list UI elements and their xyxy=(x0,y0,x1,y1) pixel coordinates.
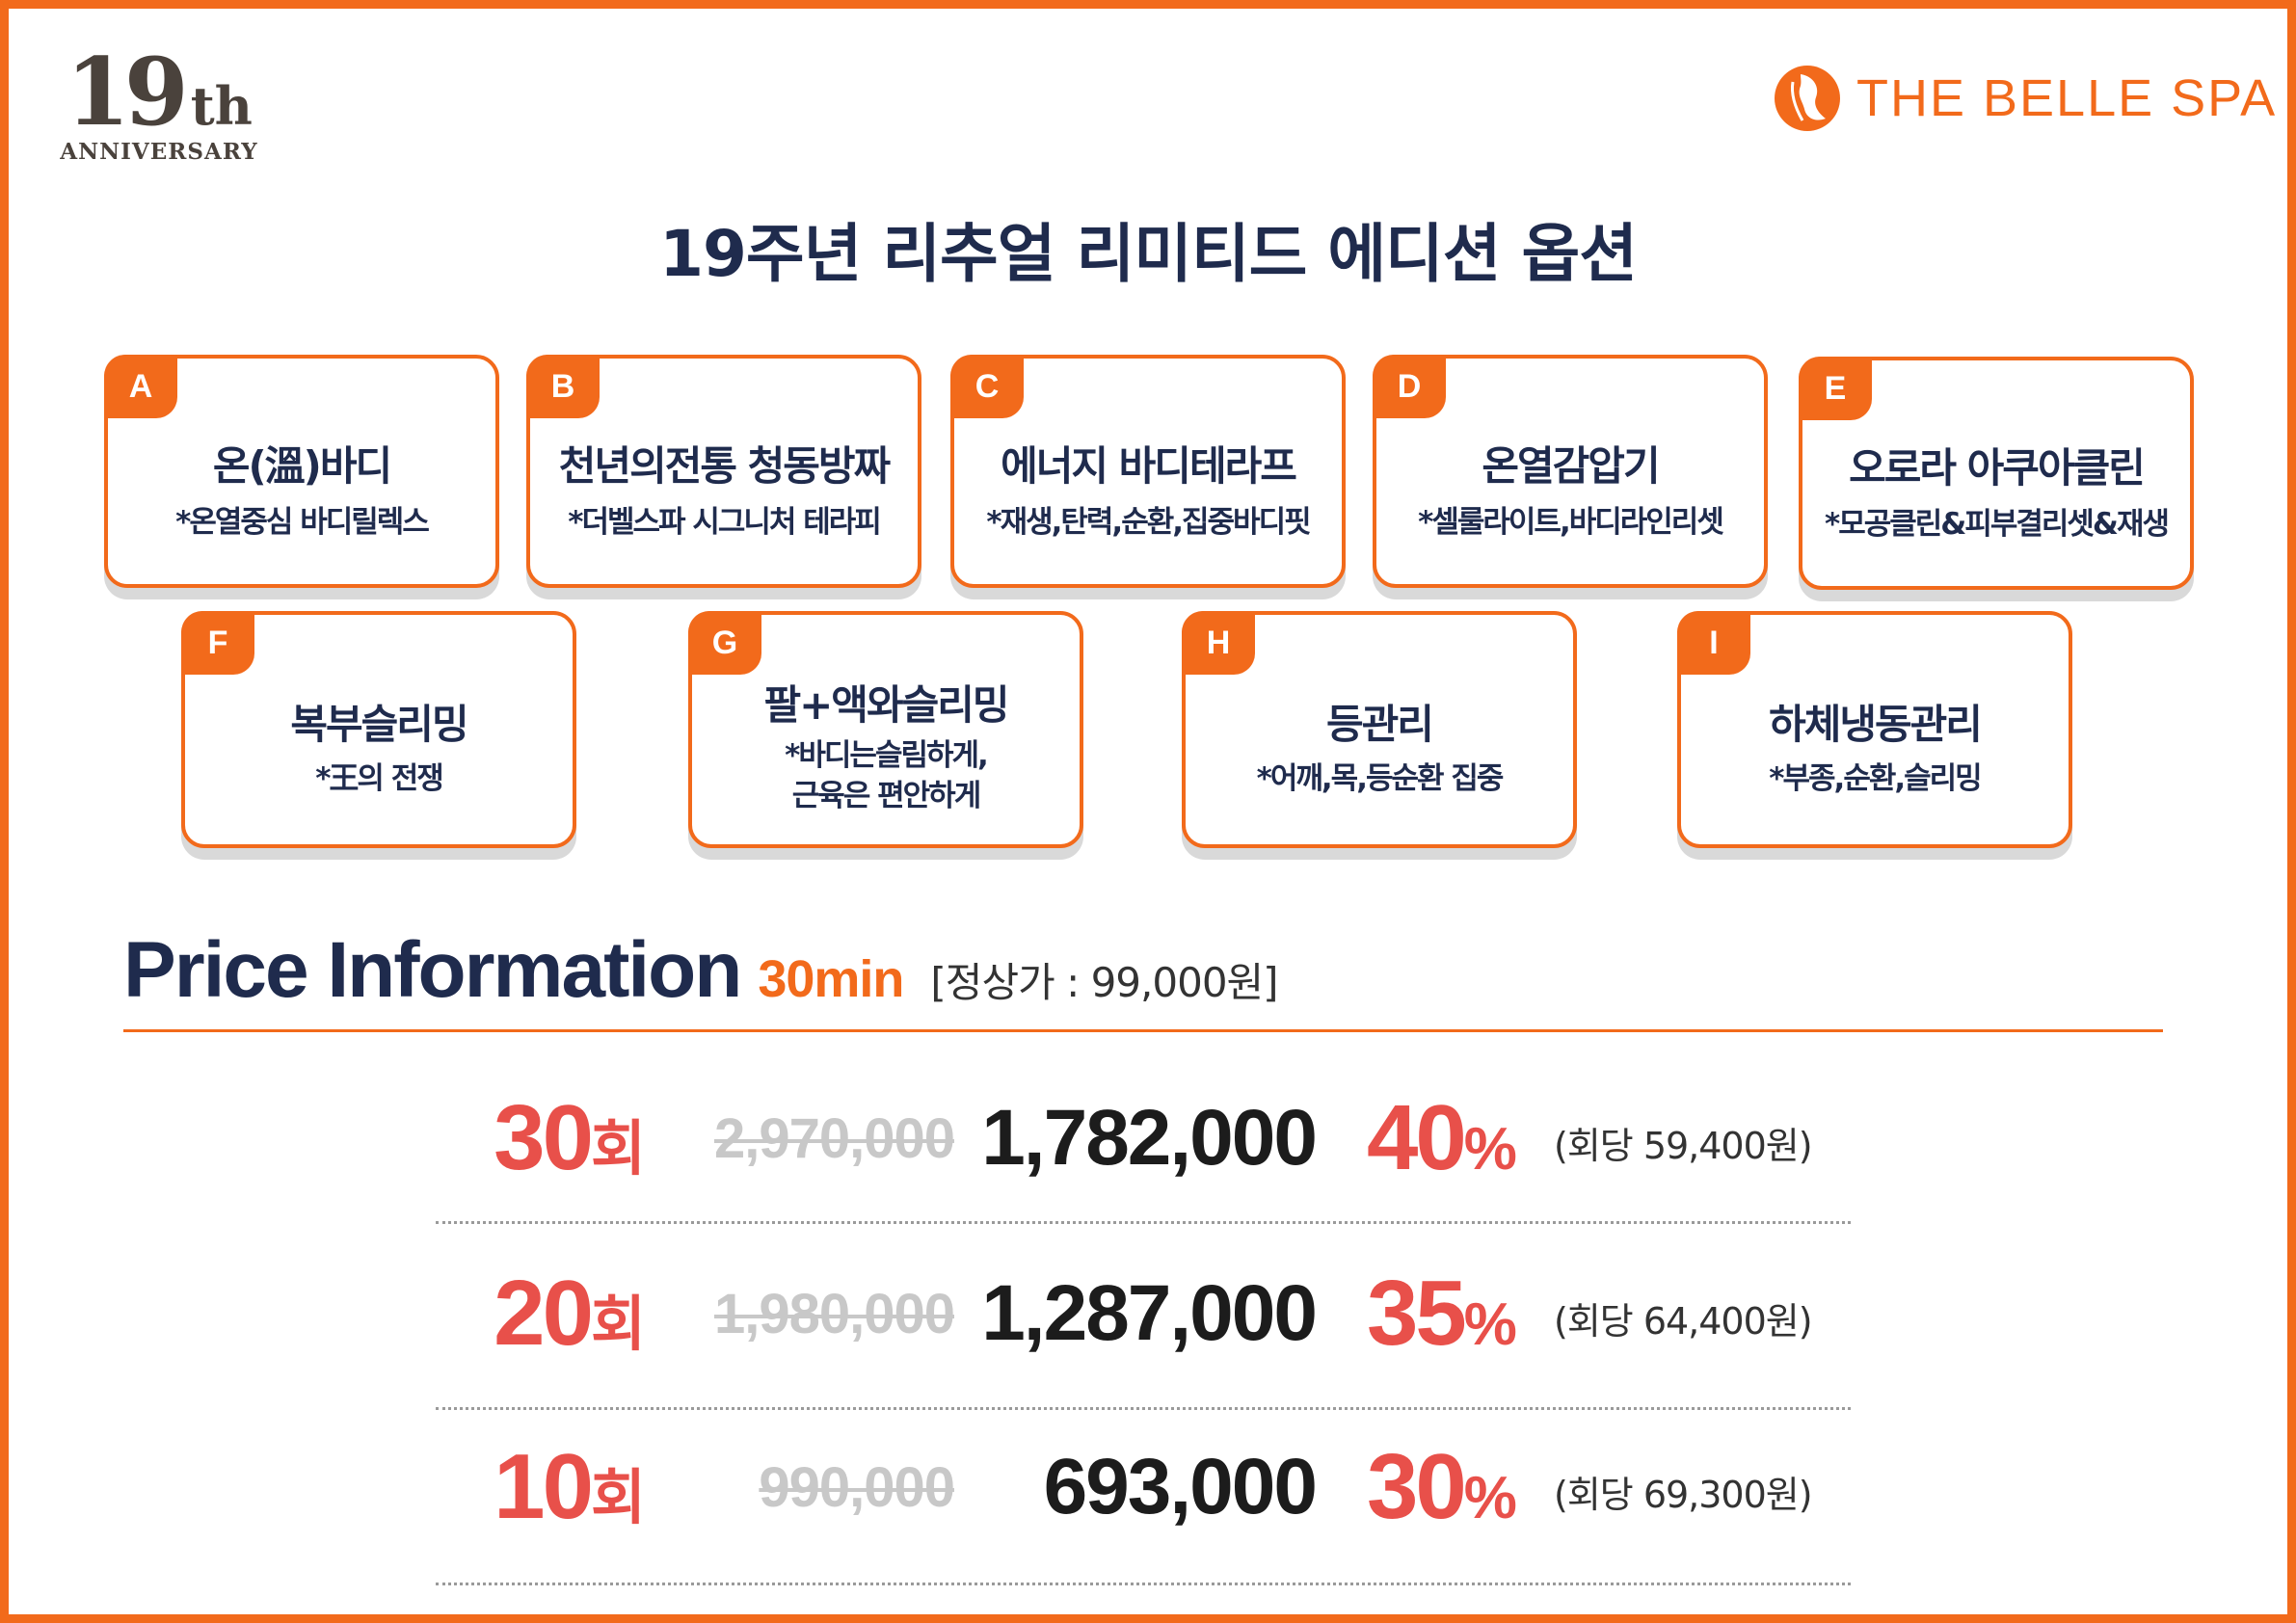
option-desc: *모공클린&피부결리셋&재생 xyxy=(1825,507,2170,542)
option-title: 복부슬리밍 xyxy=(290,701,468,748)
price-duration: 30min xyxy=(758,950,904,1008)
option-desc: *재생,탄력,순환,집중바디핏 xyxy=(986,505,1311,540)
option-title: 오로라 아쿠아클린 xyxy=(1849,444,2146,492)
anniversary-number: 19 xyxy=(66,38,189,146)
price-heading: Price Information xyxy=(123,926,742,1014)
sale-price: 1,782,000 xyxy=(981,1094,1318,1182)
option-badge: E xyxy=(1799,357,1872,420)
option-desc: *부종,순환,슬리밍 xyxy=(1769,761,1982,796)
per-session-price: (회당 69,300원) xyxy=(1554,1474,1813,1516)
option-badge: C xyxy=(950,355,1024,418)
option-title: 천년의전통 청동방짜 xyxy=(558,442,891,490)
option-card-c: C 에너지 바디테라프 *재생,탄력,순환,집중바디핏 xyxy=(950,355,1346,588)
option-card-e: E 오로라 아쿠아클린 *모공클린&피부결리셋&재생 xyxy=(1799,357,2194,590)
belle-spa-logo-icon xyxy=(1775,66,1840,131)
dotted-divider xyxy=(436,1407,1851,1410)
option-card-h: H 등관리 *어깨,목,등순환 집중 xyxy=(1182,611,1577,848)
option-desc-line: *바디는슬림하게, xyxy=(785,738,989,773)
option-card-b: B 천년의전통 청동방짜 *더벨스파 시그니처 테라피 xyxy=(526,355,921,588)
price-row: 20회 1,980,000 1,287,000 35% (회당 64,400원) xyxy=(0,1261,2296,1376)
dotted-divider xyxy=(436,1221,1851,1224)
option-card-g: G 팔+액와슬리밍 *바디는슬림하게, 근육은 편안하게 xyxy=(688,611,1083,848)
original-price: 1,980,000 xyxy=(713,1283,955,1345)
original-price: 2,970,000 xyxy=(713,1107,955,1170)
option-desc-line: 근육은 편안하게 xyxy=(791,779,981,813)
option-badge: H xyxy=(1182,611,1255,675)
anniversary-label: ANNIVERSARY xyxy=(60,139,258,165)
option-title: 온(溫)바디 xyxy=(212,442,392,490)
original-price: 990,000 xyxy=(759,1456,955,1519)
per-session-price: (회당 59,400원) xyxy=(1554,1125,1813,1167)
brand-logo: THE BELLE SPA xyxy=(1772,60,2277,137)
option-title: 온열감압기 xyxy=(1482,442,1660,490)
dotted-divider xyxy=(436,1583,1851,1585)
option-title: 에너지 바디테라프 xyxy=(1001,442,1297,490)
divider xyxy=(123,1029,2163,1032)
anniversary-suffix: th xyxy=(190,75,253,137)
discount-rate: 40% xyxy=(1367,1086,1517,1189)
session-count: 10회 xyxy=(494,1435,646,1538)
price-row: 10회 990,000 693,000 30% (회당 69,300원) xyxy=(0,1434,2296,1550)
brand-name: THE BELLE SPA xyxy=(1856,69,2278,127)
option-card-a: A 온(溫)바디 *온열중심 바디릴렉스 xyxy=(104,355,499,588)
option-desc: *더벨스파 시그니처 테라피 xyxy=(568,505,882,540)
option-title: 등관리 xyxy=(1326,701,1434,748)
price-row: 30회 2,970,000 1,782,000 40% (회당 59,400원) xyxy=(0,1085,2296,1201)
session-count: 20회 xyxy=(494,1262,646,1365)
option-card-i: I 하체냉동관리 *부종,순환,슬리밍 xyxy=(1677,611,2072,848)
session-count: 30회 xyxy=(494,1086,646,1189)
option-badge: A xyxy=(104,355,177,418)
option-title: 하체냉동관리 xyxy=(1769,701,1983,748)
option-title: 팔+액와슬리밍 xyxy=(763,681,1009,729)
sale-price: 693,000 xyxy=(1043,1443,1318,1530)
option-badge: I xyxy=(1677,611,1750,675)
option-badge: D xyxy=(1373,355,1446,418)
regular-price: [정상가 : 99,000원] xyxy=(930,959,1278,1006)
option-desc: *셀룰라이트,바디라인리셋 xyxy=(1418,505,1724,540)
option-desc: *바디는슬림하게, 근육은 편안하게 xyxy=(692,735,1080,816)
option-badge: B xyxy=(526,355,600,418)
option-badge: G xyxy=(688,611,761,675)
option-card-d: D 온열감압기 *셀룰라이트,바디라인리셋 xyxy=(1373,355,1768,588)
page-title: 19주년 리추얼 리미티드 에디션 옵션 xyxy=(659,217,1638,291)
per-session-price: (회당 64,400원) xyxy=(1554,1300,1813,1343)
discount-rate: 30% xyxy=(1367,1435,1517,1538)
sale-price: 1,287,000 xyxy=(981,1269,1318,1357)
option-card-f: F 복부슬리밍 *王의 전쟁 xyxy=(181,611,576,848)
discount-rate: 35% xyxy=(1367,1262,1517,1365)
price-header: Price Information 30min [정상가 : 99,000원] xyxy=(123,925,1279,1022)
option-desc: *온열중심 바디릴렉스 xyxy=(175,505,430,540)
option-desc: *王의 전쟁 xyxy=(315,761,444,796)
option-badge: F xyxy=(181,611,254,675)
option-desc: *어깨,목,등순환 집중 xyxy=(1256,761,1505,796)
